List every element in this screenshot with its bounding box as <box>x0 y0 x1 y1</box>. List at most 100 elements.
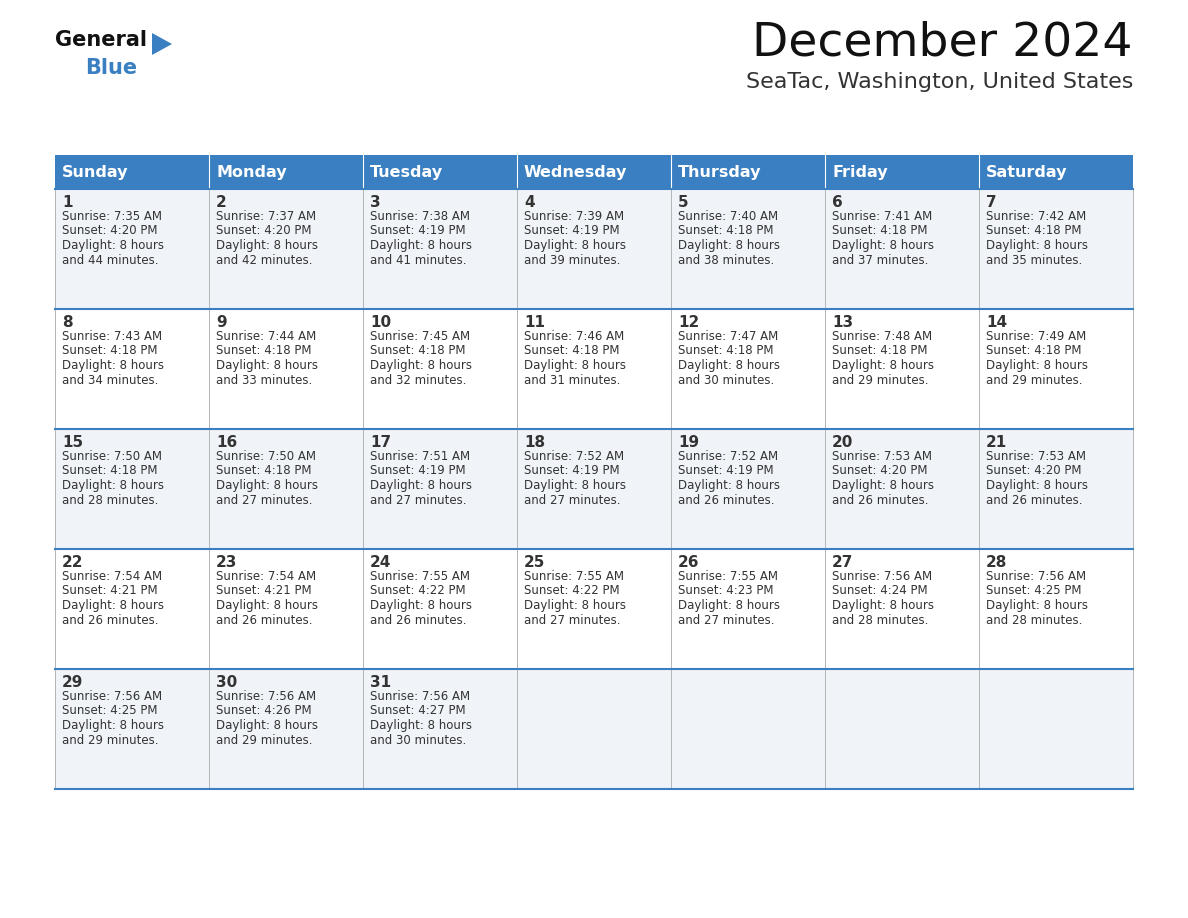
Text: Daylight: 8 hours: Daylight: 8 hours <box>678 239 781 252</box>
Text: Sunset: 4:25 PM: Sunset: 4:25 PM <box>62 704 158 718</box>
Text: Daylight: 8 hours: Daylight: 8 hours <box>62 599 164 612</box>
Text: SeaTac, Washington, United States: SeaTac, Washington, United States <box>746 72 1133 92</box>
Text: Daylight: 8 hours: Daylight: 8 hours <box>678 599 781 612</box>
Text: Daylight: 8 hours: Daylight: 8 hours <box>986 239 1088 252</box>
Text: and 27 minutes.: and 27 minutes. <box>369 494 467 507</box>
Text: Daylight: 8 hours: Daylight: 8 hours <box>678 359 781 372</box>
Text: Daylight: 8 hours: Daylight: 8 hours <box>524 359 626 372</box>
Text: Sunrise: 7:45 AM: Sunrise: 7:45 AM <box>369 330 470 343</box>
Bar <box>55 549 1133 669</box>
Text: Sunrise: 7:55 AM: Sunrise: 7:55 AM <box>678 570 778 583</box>
Text: Sunset: 4:21 PM: Sunset: 4:21 PM <box>62 585 158 598</box>
Text: Sunset: 4:18 PM: Sunset: 4:18 PM <box>832 225 928 238</box>
Text: Sunrise: 7:50 AM: Sunrise: 7:50 AM <box>62 450 162 463</box>
Text: and 41 minutes.: and 41 minutes. <box>369 253 467 266</box>
Text: Daylight: 8 hours: Daylight: 8 hours <box>216 239 318 252</box>
Bar <box>671 155 824 189</box>
Text: Sunset: 4:22 PM: Sunset: 4:22 PM <box>369 585 466 598</box>
Text: Sunset: 4:19 PM: Sunset: 4:19 PM <box>369 465 466 477</box>
Text: 3: 3 <box>369 195 380 210</box>
Text: Daylight: 8 hours: Daylight: 8 hours <box>216 359 318 372</box>
Text: 11: 11 <box>524 315 545 330</box>
Text: Sunrise: 7:39 AM: Sunrise: 7:39 AM <box>524 210 624 223</box>
Text: Sunset: 4:22 PM: Sunset: 4:22 PM <box>524 585 620 598</box>
Text: Sunrise: 7:40 AM: Sunrise: 7:40 AM <box>678 210 778 223</box>
Text: Sunrise: 7:56 AM: Sunrise: 7:56 AM <box>832 570 933 583</box>
Text: Sunrise: 7:55 AM: Sunrise: 7:55 AM <box>524 570 624 583</box>
Text: and 28 minutes.: and 28 minutes. <box>986 613 1082 626</box>
Text: and 26 minutes.: and 26 minutes. <box>678 494 775 507</box>
Text: 10: 10 <box>369 315 391 330</box>
Text: Sunrise: 7:43 AM: Sunrise: 7:43 AM <box>62 330 162 343</box>
Text: 15: 15 <box>62 435 83 450</box>
Text: Sunrise: 7:35 AM: Sunrise: 7:35 AM <box>62 210 162 223</box>
Text: 7: 7 <box>986 195 997 210</box>
Text: Friday: Friday <box>832 164 887 180</box>
Text: Sunset: 4:20 PM: Sunset: 4:20 PM <box>62 225 158 238</box>
Text: Sunset: 4:18 PM: Sunset: 4:18 PM <box>678 225 773 238</box>
Text: Sunset: 4:18 PM: Sunset: 4:18 PM <box>986 344 1081 357</box>
Text: and 34 minutes.: and 34 minutes. <box>62 374 158 386</box>
Text: Sunset: 4:19 PM: Sunset: 4:19 PM <box>369 225 466 238</box>
Text: Daylight: 8 hours: Daylight: 8 hours <box>832 239 934 252</box>
Text: 17: 17 <box>369 435 391 450</box>
Text: Daylight: 8 hours: Daylight: 8 hours <box>369 599 472 612</box>
Text: 6: 6 <box>832 195 842 210</box>
Text: Sunrise: 7:49 AM: Sunrise: 7:49 AM <box>986 330 1086 343</box>
Text: and 27 minutes.: and 27 minutes. <box>216 494 312 507</box>
Bar <box>979 155 1133 189</box>
Text: Sunset: 4:24 PM: Sunset: 4:24 PM <box>832 585 928 598</box>
Text: and 33 minutes.: and 33 minutes. <box>216 374 312 386</box>
Text: Sunset: 4:18 PM: Sunset: 4:18 PM <box>216 344 311 357</box>
Text: 16: 16 <box>216 435 238 450</box>
Text: Sunset: 4:19 PM: Sunset: 4:19 PM <box>678 465 773 477</box>
Text: Sunrise: 7:50 AM: Sunrise: 7:50 AM <box>216 450 316 463</box>
Text: 21: 21 <box>986 435 1007 450</box>
Text: Monday: Monday <box>216 164 286 180</box>
Text: 18: 18 <box>524 435 545 450</box>
Text: Sunset: 4:21 PM: Sunset: 4:21 PM <box>216 585 311 598</box>
Text: Sunset: 4:18 PM: Sunset: 4:18 PM <box>678 344 773 357</box>
Text: 20: 20 <box>832 435 853 450</box>
Text: 30: 30 <box>216 675 238 690</box>
Text: and 37 minutes.: and 37 minutes. <box>832 253 928 266</box>
Text: Sunset: 4:18 PM: Sunset: 4:18 PM <box>832 344 928 357</box>
Text: Sunrise: 7:44 AM: Sunrise: 7:44 AM <box>216 330 316 343</box>
Text: Sunrise: 7:56 AM: Sunrise: 7:56 AM <box>369 690 470 703</box>
Text: 25: 25 <box>524 555 545 570</box>
Text: Sunrise: 7:53 AM: Sunrise: 7:53 AM <box>832 450 933 463</box>
Bar <box>517 155 671 189</box>
Text: Saturday: Saturday <box>986 164 1068 180</box>
Text: Thursday: Thursday <box>678 164 762 180</box>
Text: Sunset: 4:25 PM: Sunset: 4:25 PM <box>986 585 1081 598</box>
Text: and 26 minutes.: and 26 minutes. <box>832 494 929 507</box>
Text: Daylight: 8 hours: Daylight: 8 hours <box>369 359 472 372</box>
Text: Sunday: Sunday <box>62 164 128 180</box>
Text: Sunrise: 7:37 AM: Sunrise: 7:37 AM <box>216 210 316 223</box>
Text: 29: 29 <box>62 675 83 690</box>
Text: Sunrise: 7:47 AM: Sunrise: 7:47 AM <box>678 330 778 343</box>
Text: 23: 23 <box>216 555 238 570</box>
Text: Daylight: 8 hours: Daylight: 8 hours <box>524 599 626 612</box>
Text: Sunset: 4:18 PM: Sunset: 4:18 PM <box>62 465 158 477</box>
Text: Daylight: 8 hours: Daylight: 8 hours <box>986 599 1088 612</box>
Text: and 28 minutes.: and 28 minutes. <box>62 494 158 507</box>
Bar <box>55 429 1133 549</box>
Text: Sunset: 4:19 PM: Sunset: 4:19 PM <box>524 465 620 477</box>
Text: Daylight: 8 hours: Daylight: 8 hours <box>369 719 472 732</box>
Text: and 29 minutes.: and 29 minutes. <box>832 374 929 386</box>
Text: Sunset: 4:19 PM: Sunset: 4:19 PM <box>524 225 620 238</box>
Text: and 31 minutes.: and 31 minutes. <box>524 374 620 386</box>
Text: Daylight: 8 hours: Daylight: 8 hours <box>216 719 318 732</box>
Text: Tuesday: Tuesday <box>369 164 443 180</box>
Text: 13: 13 <box>832 315 853 330</box>
Text: General: General <box>55 30 147 50</box>
Text: Sunrise: 7:56 AM: Sunrise: 7:56 AM <box>62 690 162 703</box>
Text: Sunset: 4:18 PM: Sunset: 4:18 PM <box>986 225 1081 238</box>
Text: and 38 minutes.: and 38 minutes. <box>678 253 775 266</box>
Text: Daylight: 8 hours: Daylight: 8 hours <box>832 479 934 492</box>
Text: Sunset: 4:26 PM: Sunset: 4:26 PM <box>216 704 311 718</box>
Text: and 39 minutes.: and 39 minutes. <box>524 253 620 266</box>
Text: Sunrise: 7:38 AM: Sunrise: 7:38 AM <box>369 210 470 223</box>
Text: Sunrise: 7:56 AM: Sunrise: 7:56 AM <box>216 690 316 703</box>
